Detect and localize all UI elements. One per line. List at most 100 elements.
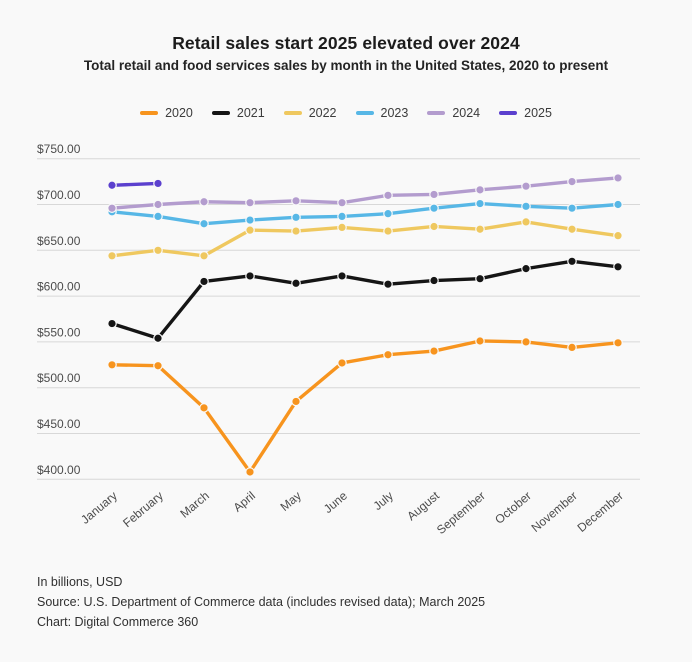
- data-point-2023-october: [521, 201, 531, 212]
- data-point-2020-march: [199, 403, 209, 413]
- x-axis-label-november: November: [529, 489, 580, 535]
- data-point-2024-october: [521, 181, 531, 191]
- data-point-2024-march: [199, 196, 209, 207]
- legend-label-2022: 2022: [308, 106, 337, 120]
- data-point-2023-august: [429, 203, 439, 213]
- x-axis-label-july: July: [371, 489, 396, 513]
- legend-swatch-2024: [427, 111, 446, 115]
- data-point-2022-august: [429, 221, 439, 232]
- data-point-2025-january: [107, 180, 117, 191]
- line-2022: [110, 220, 620, 258]
- data-point-2022-january: [107, 250, 117, 261]
- data-point-2020-may: [291, 396, 301, 407]
- footer-credit: Chart: Digital Commerce 360: [37, 615, 199, 629]
- x-axis-label-february: February: [120, 489, 166, 531]
- legend-label-2020: 2020: [165, 106, 193, 120]
- legend-swatch-2020: [140, 111, 159, 115]
- data-point-2022-may: [291, 226, 301, 236]
- x-axis-label-may: May: [278, 489, 304, 514]
- x-axis-label-january: January: [78, 489, 120, 527]
- data-point-2025-february: [153, 178, 163, 189]
- data-point-2022-october: [521, 217, 531, 227]
- x-axis-label-august: August: [404, 488, 442, 523]
- y-axis-label-500: $500.00: [37, 371, 81, 385]
- footer-source: Source: U.S. Department of Commerce data…: [37, 595, 486, 609]
- line-2021: [110, 259, 620, 340]
- legend-item-2021: 2021: [211, 106, 265, 120]
- data-point-2022-september: [475, 224, 485, 235]
- data-point-2021-march: [199, 276, 209, 287]
- data-point-2024-june: [337, 197, 347, 208]
- data-point-2022-june: [337, 222, 347, 233]
- data-point-2021-october: [521, 263, 531, 274]
- legend-swatch-2023: [355, 111, 374, 115]
- footer-unit-note: In billions, USD: [37, 575, 123, 589]
- data-point-2024-december: [613, 173, 623, 183]
- data-point-2020-february: [153, 360, 163, 371]
- x-axis-label-october: October: [492, 489, 534, 527]
- data-point-2021-may: [291, 278, 301, 289]
- legend-label-2024: 2024: [452, 106, 481, 120]
- legend-item-2024: 2024: [427, 106, 480, 120]
- data-point-2023-september: [475, 198, 485, 209]
- data-point-2022-november: [567, 224, 577, 235]
- data-point-2020-september: [475, 336, 485, 346]
- data-point-2020-july: [383, 349, 393, 360]
- data-point-2021-december: [613, 261, 623, 272]
- y-axis-label-650: $650.00: [37, 234, 81, 248]
- data-point-2021-april: [245, 271, 255, 281]
- chart-subtitle: Total retail and food services sales by …: [83, 58, 609, 73]
- data-point-2022-july: [383, 226, 393, 236]
- data-point-2020-april: [245, 467, 255, 477]
- x-axis-label-april: April: [231, 489, 258, 515]
- data-point-2023-july: [383, 208, 393, 219]
- data-point-2023-november: [567, 203, 577, 213]
- data-point-2024-september: [475, 185, 485, 195]
- legend-item-2025: 2025: [499, 106, 552, 120]
- y-axis-label-700: $700.00: [37, 188, 81, 202]
- data-point-2021-june: [337, 271, 347, 281]
- legend-swatch-2022: [283, 111, 302, 115]
- line-2023: [110, 201, 620, 226]
- data-point-2021-september: [475, 273, 485, 284]
- y-axis-label-600: $600.00: [37, 280, 81, 294]
- data-point-2023-june: [337, 211, 347, 222]
- data-point-2023-december: [613, 199, 623, 210]
- data-point-2024-january: [107, 203, 117, 213]
- data-point-2024-april: [245, 197, 255, 208]
- data-point-2023-april: [245, 215, 255, 225]
- data-point-2020-august: [429, 346, 439, 356]
- data-point-2022-april: [245, 225, 255, 235]
- y-axis-label-400: $400.00: [37, 463, 81, 477]
- data-point-2023-march: [199, 218, 209, 229]
- data-point-2023-may: [291, 212, 301, 223]
- data-point-2024-may: [291, 196, 301, 206]
- x-axis-label-june: June: [321, 488, 350, 516]
- line-2025: [110, 181, 160, 187]
- legend: 2020 2021 2022 2023 2024 2025: [0, 106, 692, 120]
- line-2024: [110, 176, 620, 210]
- legend-label-2023: 2023: [380, 106, 409, 120]
- data-point-2020-october: [521, 337, 531, 347]
- legend-item-2020: 2020: [140, 106, 193, 120]
- legend-label-2021: 2021: [236, 106, 265, 120]
- data-point-2021-july: [383, 279, 393, 289]
- legend-swatch-2021: [211, 111, 230, 115]
- line-2020: [110, 339, 620, 474]
- data-point-2024-november: [567, 176, 577, 187]
- data-point-2020-january: [107, 360, 117, 370]
- legend-swatch-2025: [499, 111, 518, 115]
- x-axis-label-september: September: [434, 489, 488, 537]
- data-point-2024-february: [153, 199, 163, 210]
- data-point-2021-august: [429, 275, 439, 286]
- data-point-2020-november: [567, 342, 577, 353]
- chart-title: Retail sales start 2025 elevated over 20…: [172, 33, 520, 53]
- data-point-2022-december: [613, 230, 623, 241]
- retail-sales-line-chart: $750.00 $700.00 $650.00 $600.00 $550.00 $500.…: [37, 142, 640, 537]
- data-point-2021-february: [153, 333, 163, 344]
- legend-item-2022: 2022: [283, 106, 337, 120]
- legend-label-2025: 2025: [524, 106, 552, 120]
- data-point-2023-february: [153, 211, 163, 222]
- data-point-2020-december: [613, 338, 623, 348]
